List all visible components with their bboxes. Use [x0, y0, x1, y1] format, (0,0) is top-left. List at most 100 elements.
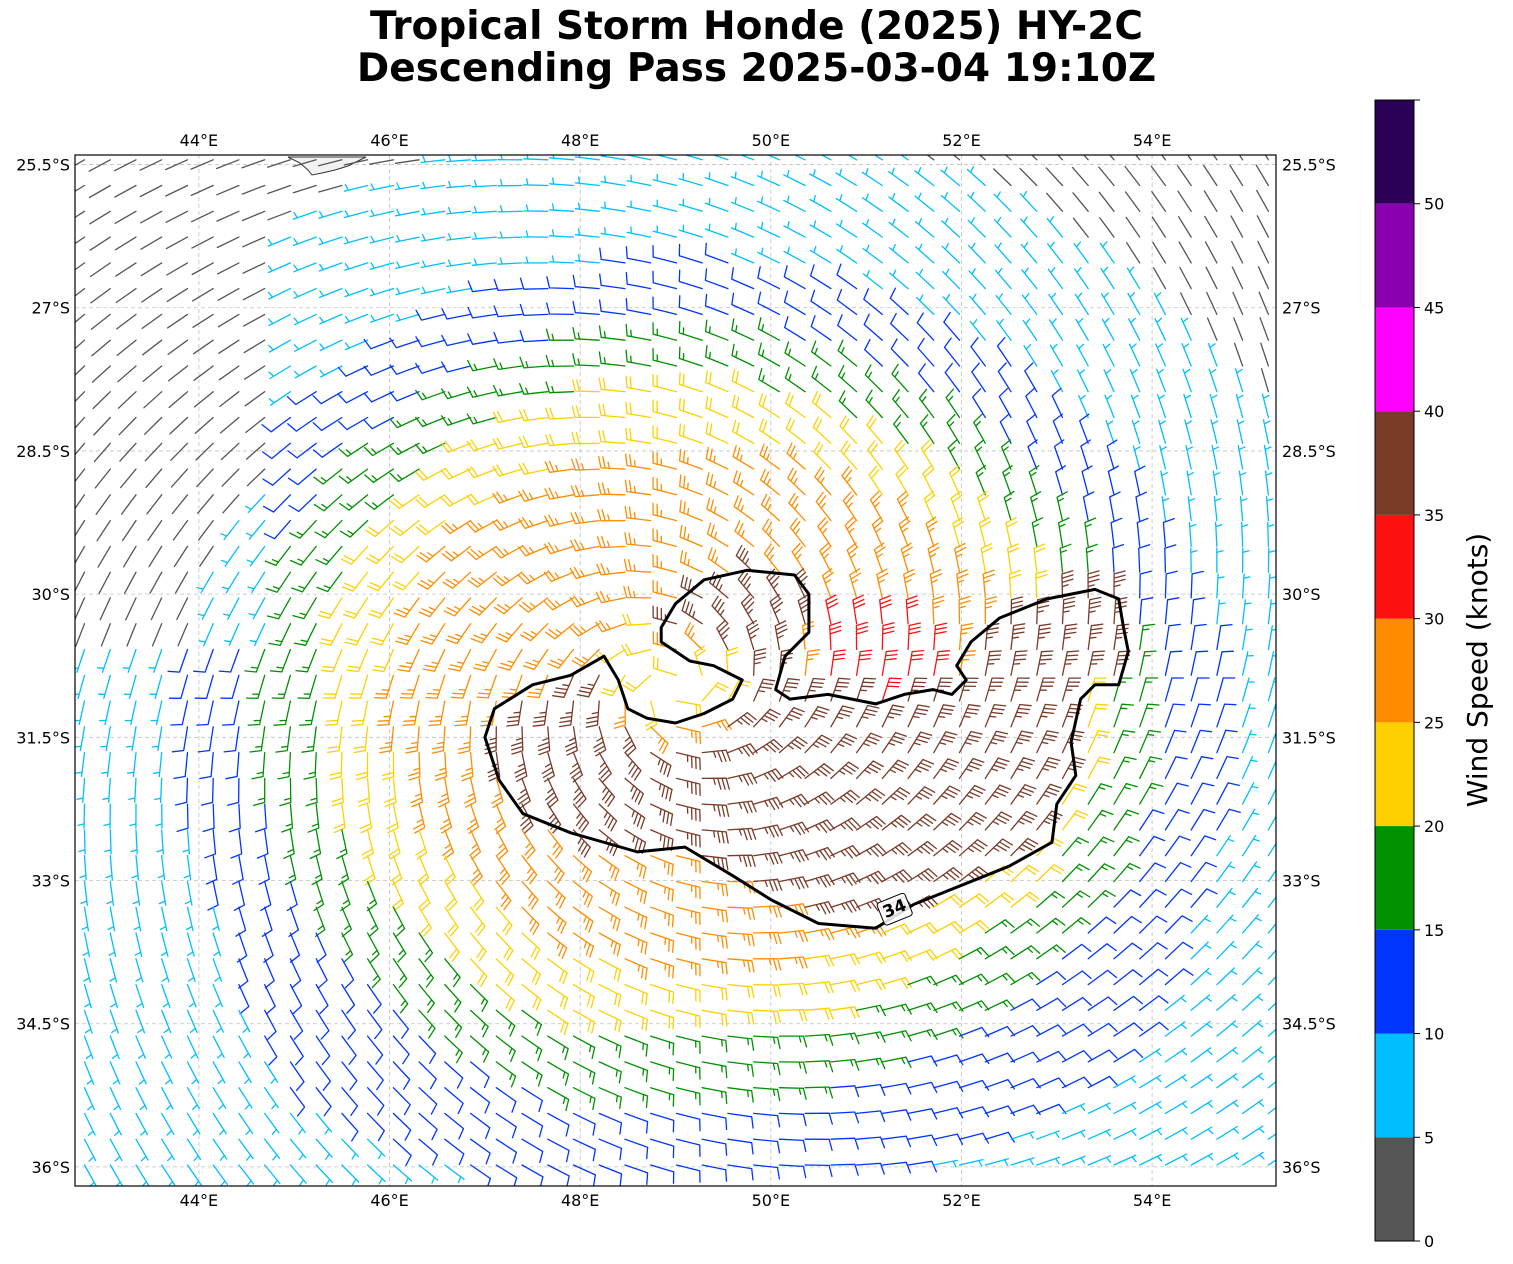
wind-barb: [82, 932, 91, 958]
wind-barb: [242, 287, 266, 301]
wind-barb: [281, 803, 294, 833]
wind-barb: [238, 1112, 254, 1136]
wind-barb: [339, 519, 369, 538]
wind-barb: [825, 594, 839, 625]
wind-barb: [547, 1035, 569, 1061]
wind-barb: [1267, 869, 1276, 883]
wind-barb: [613, 700, 626, 729]
wind-barb: [140, 262, 163, 277]
wind-barb: [711, 595, 729, 625]
wind-barb: [217, 287, 240, 301]
wind-barb: [977, 490, 990, 522]
wind-barb: [102, 777, 111, 803]
wind-barb: [443, 597, 472, 617]
wind-barb: [196, 571, 214, 594]
wind-barb: [598, 751, 612, 783]
wind-barb: [943, 311, 961, 341]
wind-barb: [1052, 413, 1064, 444]
wind-barb: [933, 920, 964, 934]
wind-barb: [933, 1027, 964, 1039]
wind-barb: [222, 494, 240, 514]
wind-barb: [1113, 1128, 1137, 1140]
wind-barb: [221, 545, 240, 567]
wind-barb: [1010, 864, 1040, 883]
wind-barb: [675, 1035, 701, 1054]
wind-barb: [830, 872, 861, 886]
wind-barb: [778, 982, 808, 996]
wind-barb: [1113, 809, 1139, 831]
title-line-2: Descending Pass 2025-03-04 19:10Z: [356, 46, 1157, 91]
wind-barb: [1061, 890, 1091, 908]
wind-barb: [652, 296, 678, 316]
wind-barb: [142, 339, 163, 356]
lon-tick-label-top: 54°E: [1133, 131, 1171, 150]
wind-barb: [1028, 465, 1040, 496]
wind-barb: [881, 649, 899, 676]
wind-barb: [1164, 888, 1193, 908]
wind-barb: [495, 880, 512, 911]
wind-barb: [1190, 835, 1217, 857]
wind-barb: [793, 155, 806, 161]
wind-barb: [521, 1035, 543, 1062]
wind-barb: [265, 571, 292, 593]
wind-barb: [275, 726, 292, 753]
wind-barb: [517, 777, 531, 809]
wind-barb: [1081, 465, 1093, 496]
wind-barb: [196, 468, 214, 488]
wind-barb: [440, 388, 472, 400]
wind-barb: [107, 906, 116, 932]
wind-barb: [446, 285, 472, 294]
wind-barb: [1036, 864, 1065, 883]
wind-barb: [778, 1164, 807, 1179]
wind-barb: [774, 620, 788, 651]
wind-barb: [363, 855, 376, 886]
wind-barb: [864, 338, 883, 367]
wind-barb: [916, 294, 935, 316]
wind-barb: [391, 545, 420, 564]
wind-barb: [926, 155, 935, 161]
wind-barb: [219, 416, 240, 434]
wind-barb: [804, 1007, 834, 1020]
wind-barb: [943, 337, 961, 367]
wind-barb: [109, 1009, 119, 1034]
wind-barb: [469, 932, 487, 962]
wind-barb: [1216, 887, 1236, 908]
wind-barb: [495, 1061, 517, 1088]
wind-barb: [264, 1164, 281, 1186]
wind-barb: [837, 314, 858, 341]
wind-barb: [1035, 569, 1048, 599]
wind-barb: [523, 204, 549, 212]
wind-barb: [1216, 967, 1238, 986]
wind-barb: [1216, 1020, 1238, 1037]
wind-barb: [225, 751, 240, 780]
wind-barb: [186, 1087, 200, 1110]
wind-barb: [315, 1138, 333, 1160]
wind-barb: [1139, 1048, 1162, 1063]
wind-barb: [982, 569, 995, 599]
wind-barb: [830, 677, 851, 702]
lon-tick-label-bottom: 52°E: [942, 1191, 980, 1210]
wind-barb: [148, 545, 163, 568]
wind-barb: [299, 700, 317, 726]
wind-barb: [1139, 1101, 1162, 1115]
wind-barb: [753, 983, 782, 997]
wind-barb: [974, 439, 986, 470]
wind-barb: [392, 932, 407, 963]
wind-barb: [1061, 650, 1080, 676]
wind-barb: [778, 903, 809, 916]
wind-barb: [113, 159, 137, 172]
wind-barb: [958, 1000, 990, 1011]
wind-barb: [183, 855, 192, 881]
wind-barb: [1128, 317, 1141, 341]
wind-barb: [705, 421, 729, 444]
wind-barb: [1087, 756, 1112, 780]
wind-barb: [344, 287, 369, 298]
wind-barb: [494, 803, 507, 834]
wind-barb: [598, 1087, 622, 1110]
wind-barb: [286, 880, 298, 912]
wind-barb: [521, 1138, 544, 1164]
wind-barb: [365, 519, 395, 538]
wind-barb: [75, 623, 86, 647]
wind-barb: [135, 983, 145, 1008]
wind-barb: [547, 1009, 569, 1035]
